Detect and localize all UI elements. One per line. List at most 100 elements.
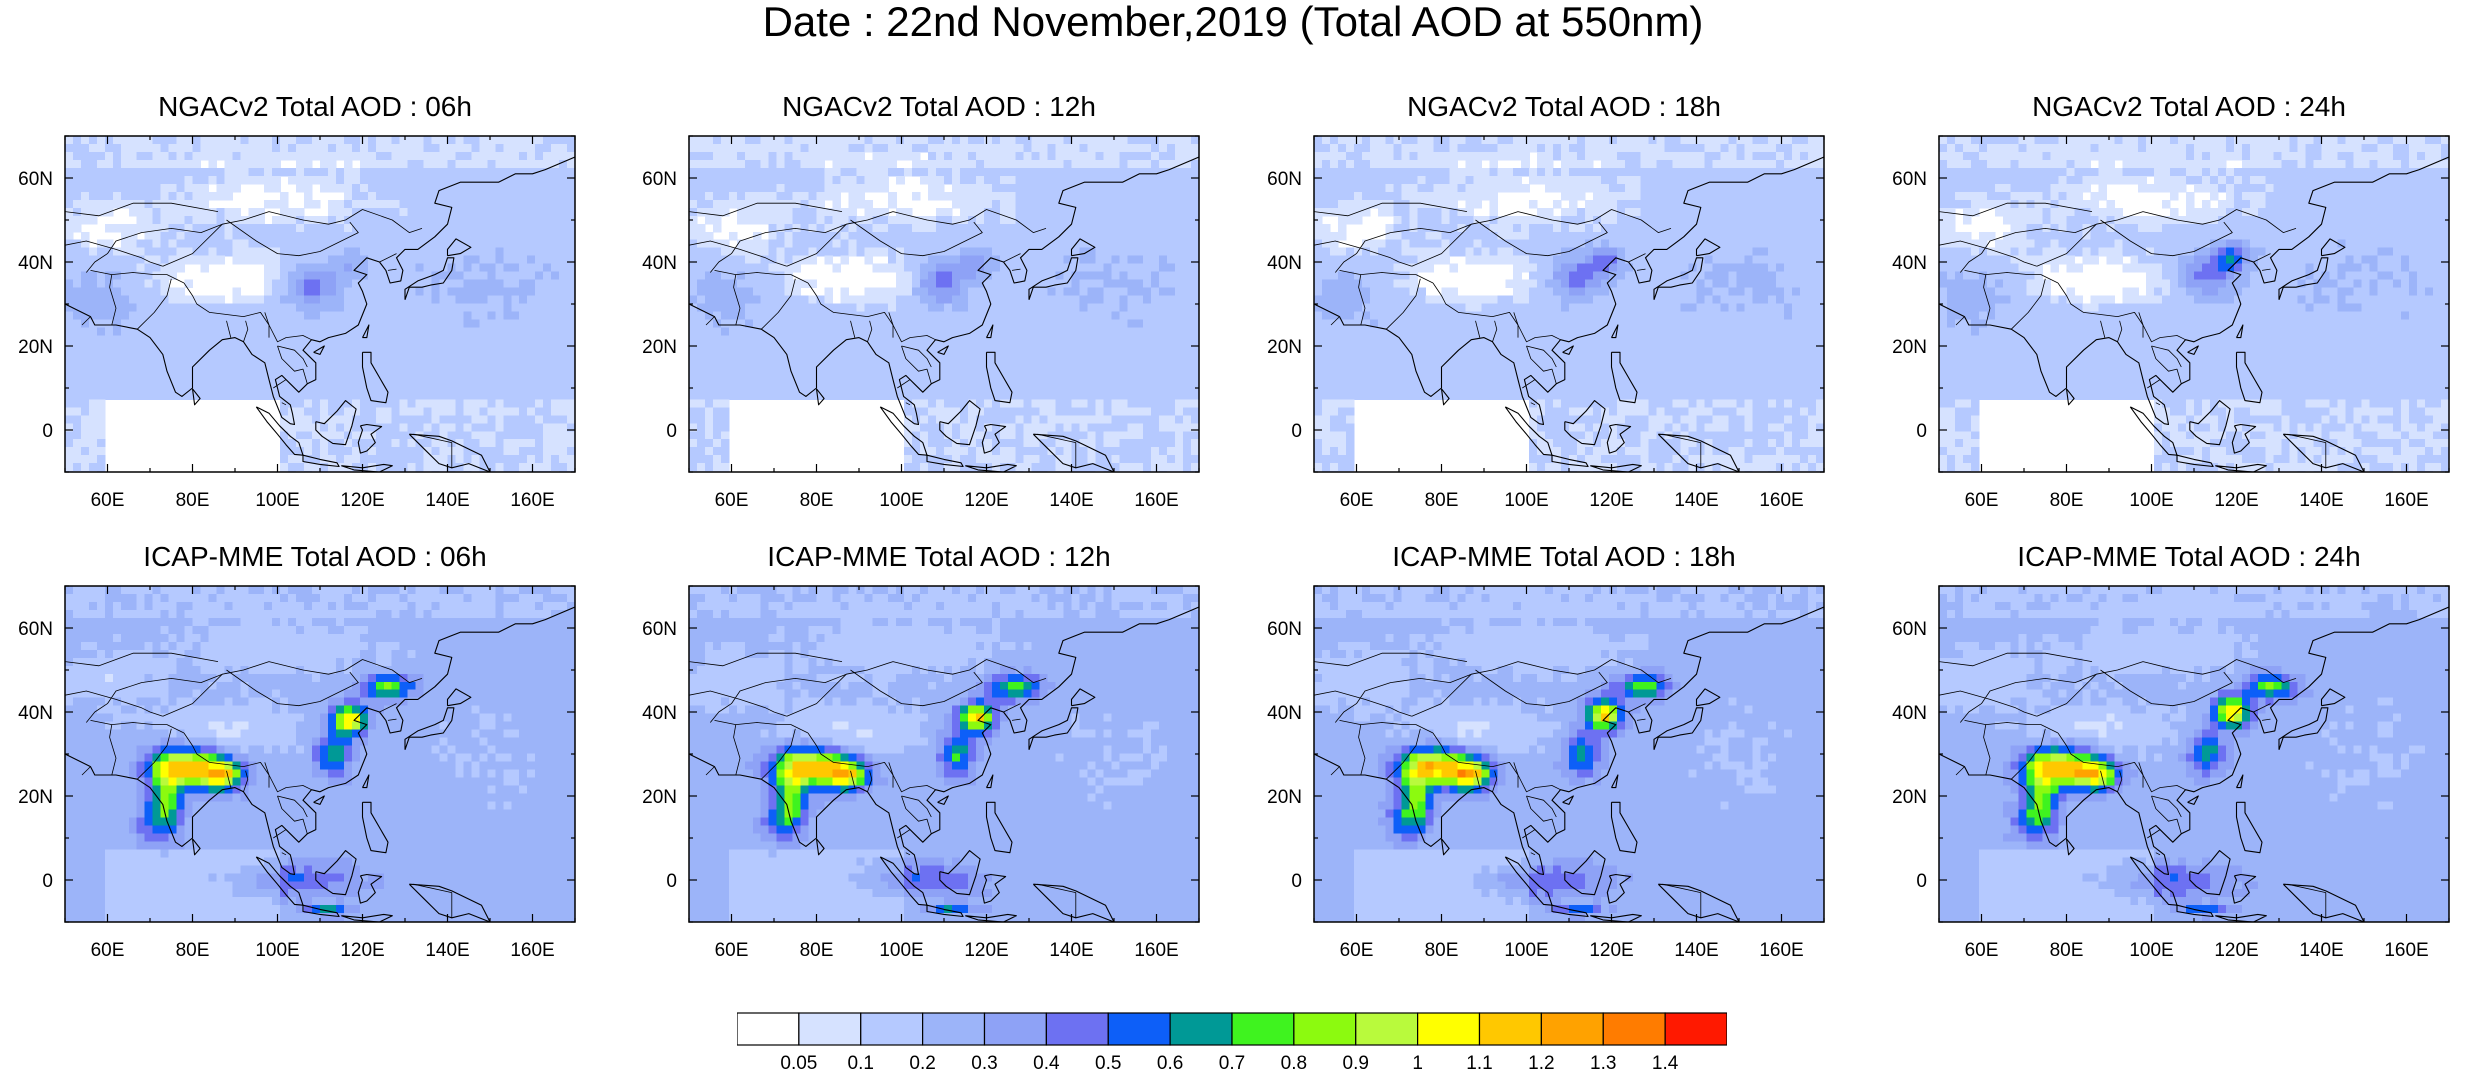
lat-tick-label: 0 (1291, 421, 1302, 442)
colorbar-swatch (1603, 1013, 1665, 1045)
lon-tick-label: 140E (2299, 490, 2343, 511)
aod-field (1314, 136, 1825, 480)
lat-tick-label: 20N (1892, 787, 1927, 808)
colorbar-label: 1 (1412, 1053, 1423, 1072)
figure-title: Date : 22nd November,2019 (Total AOD at … (0, 0, 2466, 44)
colorbar-swatch (985, 1013, 1047, 1045)
lat-tick-label: 0 (42, 421, 53, 442)
colorbar-label: 1.2 (1528, 1053, 1554, 1072)
lon-tick-label: 60E (91, 940, 125, 961)
colorbar-swatch (1108, 1013, 1170, 1045)
colorbar-label: 1.4 (1652, 1053, 1679, 1072)
lon-tick-label: 80E (176, 940, 210, 961)
colorbar-label: 0.8 (1281, 1053, 1307, 1072)
colorbar-label: 0.1 (848, 1053, 874, 1072)
lon-tick-label: 160E (2384, 940, 2428, 961)
lat-tick-label: 0 (666, 421, 677, 442)
lon-tick-label: 60E (91, 490, 125, 511)
colorbar-label: 0.3 (971, 1053, 997, 1072)
lon-tick-label: 60E (715, 490, 749, 511)
aod-field (1939, 136, 2450, 480)
colorbar-label: 1.1 (1466, 1053, 1492, 1072)
lat-tick-label: 60N (1892, 619, 1927, 640)
lat-tick-label: 60N (642, 619, 677, 640)
lon-tick-label: 80E (1425, 490, 1459, 511)
colorbar-label: 0.4 (1033, 1053, 1060, 1072)
lat-tick-label: 60N (1267, 169, 1302, 190)
lon-tick-label: 100E (2129, 490, 2173, 511)
colorbar-swatch (799, 1013, 861, 1045)
lon-tick-label: 120E (1589, 490, 1633, 511)
lat-tick-label: 20N (18, 337, 53, 358)
colorbar-swatch (737, 1013, 799, 1045)
lat-tick-label: 20N (1267, 787, 1302, 808)
lat-tick-label: 20N (1267, 337, 1302, 358)
lat-tick-label: 0 (1291, 871, 1302, 892)
lon-tick-label: 140E (1674, 940, 1718, 961)
lon-tick-label: 120E (2214, 940, 2258, 961)
colorbar-swatch (1232, 1013, 1294, 1045)
lon-tick-label: 60E (1965, 490, 1999, 511)
colorbar-label: 0.05 (780, 1053, 817, 1072)
colorbar-label: 0.5 (1095, 1053, 1121, 1072)
lon-tick-label: 140E (2299, 940, 2343, 961)
aod-field (1939, 586, 2450, 930)
lon-tick-label: 160E (1759, 940, 1803, 961)
colorbar-swatch (1046, 1013, 1108, 1045)
colorbar-label: 1.3 (1590, 1053, 1616, 1072)
lon-tick-label: 100E (2129, 940, 2173, 961)
lat-tick-label: 40N (18, 253, 53, 274)
aod-field (689, 586, 1200, 930)
colorbar-label: 0.2 (909, 1053, 935, 1072)
lon-tick-label: 100E (1504, 490, 1548, 511)
lon-tick-label: 60E (1340, 490, 1374, 511)
lat-tick-label: 40N (1892, 253, 1927, 274)
colorbar-label: 0.6 (1157, 1053, 1183, 1072)
colorbar-swatch (923, 1013, 985, 1045)
lon-tick-label: 140E (425, 490, 469, 511)
lat-tick-label: 20N (18, 787, 53, 808)
lon-tick-label: 120E (1589, 940, 1633, 961)
colorbar-swatch (861, 1013, 923, 1045)
lat-tick-label: 40N (18, 703, 53, 724)
lon-tick-label: 160E (1759, 490, 1803, 511)
lat-tick-label: 20N (1892, 337, 1927, 358)
lon-tick-label: 120E (2214, 490, 2258, 511)
lat-tick-label: 40N (1267, 253, 1302, 274)
aod-field (65, 586, 576, 930)
lat-tick-label: 40N (642, 253, 677, 274)
lon-tick-label: 160E (510, 490, 554, 511)
lon-tick-label: 140E (1049, 940, 1093, 961)
lon-tick-label: 80E (2050, 940, 2084, 961)
lat-tick-label: 60N (18, 619, 53, 640)
lat-tick-label: 0 (42, 871, 53, 892)
lon-tick-label: 80E (800, 490, 834, 511)
lat-tick-label: 60N (1892, 169, 1927, 190)
lat-tick-label: 20N (642, 337, 677, 358)
colorbar-swatch (1418, 1013, 1480, 1045)
aod-field (1314, 586, 1825, 930)
lon-tick-label: 100E (879, 490, 923, 511)
lat-tick-label: 40N (1267, 703, 1302, 724)
lat-tick-label: 60N (642, 169, 677, 190)
lon-tick-label: 60E (1340, 940, 1374, 961)
lon-tick-label: 140E (1049, 490, 1093, 511)
colorbar-swatch (1170, 1013, 1232, 1045)
lat-tick-label: 0 (1916, 421, 1927, 442)
lon-tick-label: 100E (255, 490, 299, 511)
lat-tick-label: 40N (1892, 703, 1927, 724)
lon-tick-label: 140E (1674, 490, 1718, 511)
lat-tick-label: 20N (642, 787, 677, 808)
lon-tick-label: 100E (879, 940, 923, 961)
